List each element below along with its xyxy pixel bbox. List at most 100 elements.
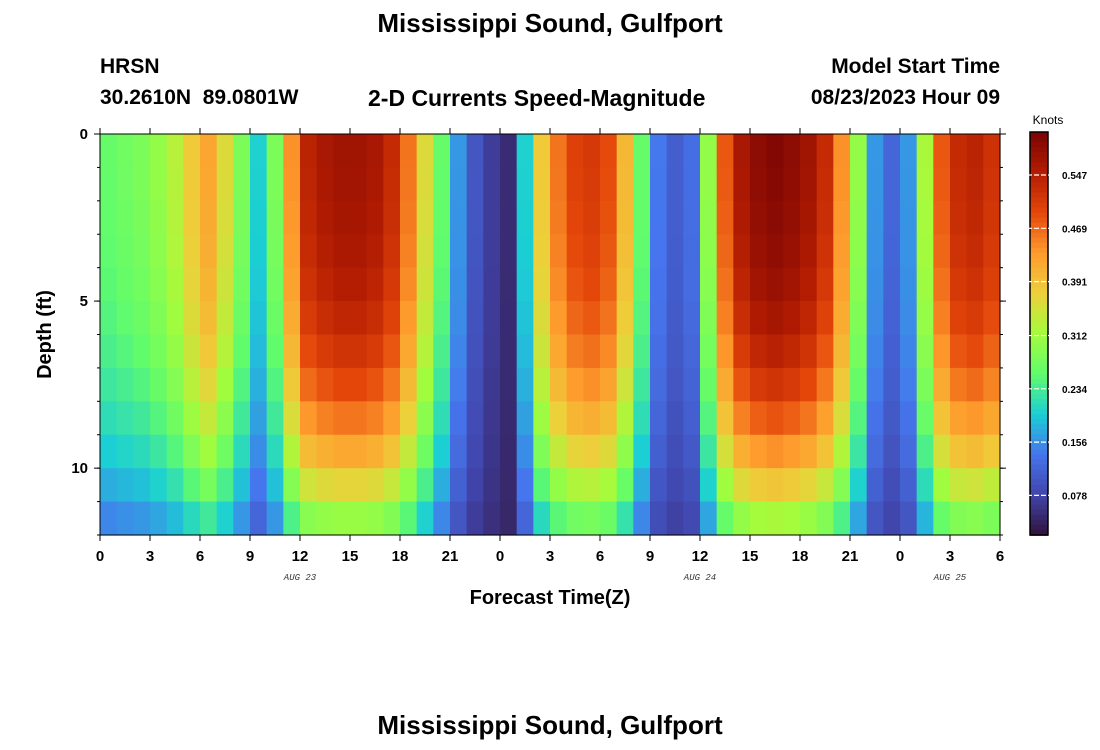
colorbar-segment (1030, 157, 1048, 164)
heatmap-cell (150, 367, 168, 402)
heatmap-cell (750, 501, 768, 536)
heatmap-cell (800, 200, 818, 235)
heatmap-cell (783, 200, 801, 235)
heatmap-cell (233, 267, 251, 302)
heatmap-cell (566, 134, 584, 169)
heatmap-cell (866, 468, 884, 503)
heatmap-cell (583, 501, 601, 536)
heatmap-cell (866, 334, 884, 369)
colorbar-tick-label: 0.234 (1062, 385, 1087, 396)
heatmap-cell (466, 434, 484, 469)
heatmap-cell (266, 367, 284, 402)
heatmap-cell (300, 334, 318, 369)
heatmap-cell (466, 267, 484, 302)
colorbar-segment (1030, 404, 1048, 410)
heatmap-cell (816, 468, 834, 503)
colorbar-segment (1030, 167, 1048, 174)
colorbar-segment (1030, 242, 1048, 249)
heatmap-cell (766, 501, 784, 536)
heatmap-cell (233, 334, 251, 369)
heatmap-cell (133, 501, 151, 536)
heatmap-cell (583, 134, 601, 169)
heatmap-cell (850, 134, 868, 169)
heatmap-cell (616, 434, 634, 469)
heatmap-cell (283, 167, 301, 202)
heatmap-cell (333, 134, 351, 169)
heatmap-cell (333, 468, 351, 503)
heatmap-cell (733, 334, 751, 369)
x-tick-label: 21 (842, 548, 859, 565)
heatmap-cell (133, 434, 151, 469)
heatmap-cell (300, 200, 318, 235)
heatmap-cell (216, 434, 234, 469)
heatmap-cell (950, 401, 968, 436)
heatmap-cell (783, 501, 801, 536)
heatmap-cell (366, 200, 384, 235)
heatmap-cell (633, 334, 651, 369)
heatmap-cell (466, 234, 484, 269)
heatmap-cell (233, 434, 251, 469)
heatmap-cell (150, 234, 168, 269)
heatmap-cell (883, 200, 901, 235)
heatmap-cell (933, 501, 951, 536)
heatmap-cell (383, 167, 401, 202)
heatmap-cell (150, 401, 168, 436)
heatmap-cell (316, 468, 334, 503)
colorbar-segment (1030, 353, 1048, 360)
heatmap-cell (450, 267, 468, 302)
colorbar-segment (1030, 217, 1048, 224)
heatmap-cell (116, 334, 134, 369)
y-tick-label: 10 (71, 460, 88, 477)
heatmap-cell (883, 134, 901, 169)
heatmap-cell (333, 401, 351, 436)
heatmap-cell (850, 468, 868, 503)
date-label: AUG 24 (683, 573, 716, 583)
heatmap-cell (333, 501, 351, 536)
heatmap-cell (100, 234, 118, 269)
heatmap-cell (683, 501, 701, 536)
colorbar-segment (1030, 308, 1048, 315)
heatmap-cell (666, 234, 684, 269)
heatmap-cell (916, 434, 934, 469)
colorbar-segment (1030, 333, 1048, 340)
heatmap-cell (783, 167, 801, 202)
heatmap-cell (766, 200, 784, 235)
heatmap-cell (316, 301, 334, 336)
heatmap-cell (600, 367, 618, 402)
bottom-title: Mississippi Sound, Gulfport (377, 710, 723, 740)
heatmap-cell (150, 468, 168, 503)
colorbar-segment (1030, 257, 1048, 264)
heatmap-cell (700, 234, 718, 269)
heatmap-cell (666, 134, 684, 169)
x-tick-label: 6 (996, 548, 1004, 565)
heatmap-cell (166, 134, 184, 169)
heatmap-cell (966, 468, 984, 503)
heatmap-cell (850, 267, 868, 302)
heatmap-cell (116, 200, 134, 235)
heatmap-cell (166, 200, 184, 235)
heatmap-cell (133, 301, 151, 336)
heatmap-cell (266, 234, 284, 269)
heatmap-cell (950, 301, 968, 336)
heatmap-cell (466, 367, 484, 402)
heatmap-cell (200, 301, 218, 336)
heatmap-cell (800, 134, 818, 169)
heatmap-cell (116, 468, 134, 503)
heatmap-cell (516, 200, 534, 235)
heatmap-cell (400, 367, 418, 402)
heatmap-cell (483, 301, 501, 336)
heatmap-cell (483, 200, 501, 235)
heatmap-cell (466, 167, 484, 202)
heatmap-cell (400, 401, 418, 436)
heatmap-cell (500, 334, 518, 369)
heatmap-cell (866, 234, 884, 269)
heatmap-cell (500, 468, 518, 503)
heatmap-cell (583, 367, 601, 402)
heatmap-cell (366, 234, 384, 269)
heatmap-cell (500, 167, 518, 202)
colorbar-segment (1030, 132, 1048, 138)
heatmap-cell (566, 401, 584, 436)
heatmap-cell (633, 501, 651, 536)
heatmap-cell (150, 301, 168, 336)
heatmap-cell (750, 468, 768, 503)
